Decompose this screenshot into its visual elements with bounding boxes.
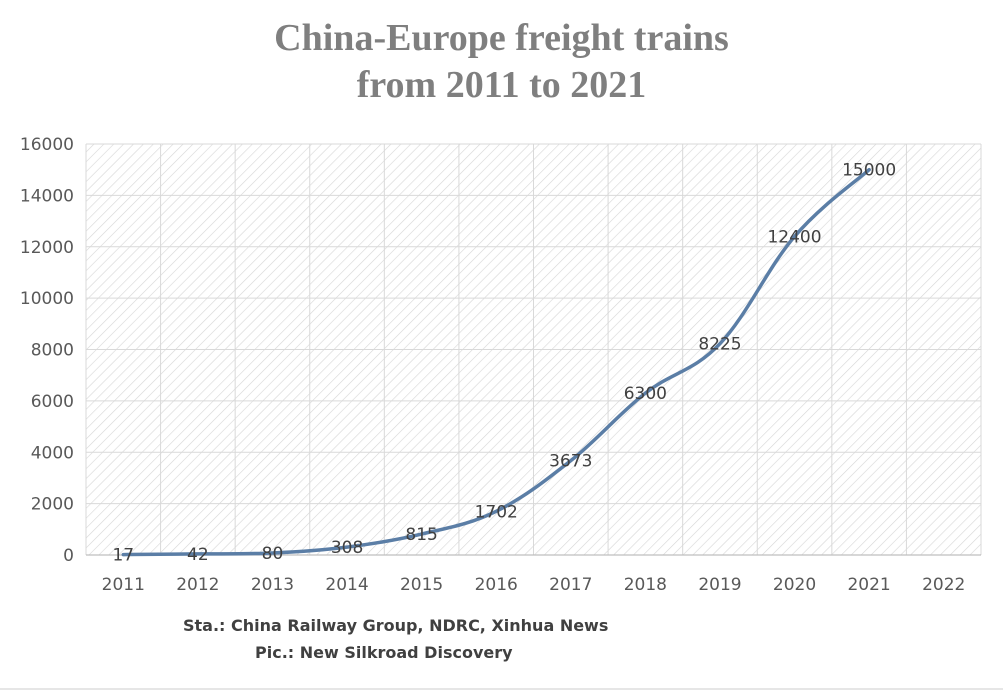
data-label: 1702 [475, 502, 518, 522]
x-tick-label: 2019 [698, 575, 741, 595]
series-line [121, 167, 871, 557]
y-tick-label: 10000 [20, 289, 74, 309]
x-tick-label: 2012 [176, 575, 219, 595]
data-label: 80 [262, 544, 284, 564]
y-tick-label: 0 [63, 546, 74, 566]
x-tick-label: 2020 [773, 575, 816, 595]
x-tick-label: 2021 [847, 575, 890, 595]
data-label: 15000 [842, 161, 896, 181]
y-tick-label: 8000 [31, 341, 74, 361]
x-tick-label: 2018 [624, 575, 667, 595]
y-tick-label: 6000 [31, 392, 74, 412]
y-tick-label: 12000 [20, 238, 74, 258]
chart-title-line-2: from 2011 to 2021 [356, 64, 647, 106]
data-label: 42 [187, 545, 209, 565]
picture-credit: Pic.: New Silkroad Discovery [255, 643, 513, 662]
data-label: 6300 [624, 384, 667, 404]
x-tick-label: 2014 [325, 575, 368, 595]
data-label: 815 [405, 525, 437, 545]
bottom-divider [0, 688, 1003, 690]
x-tick-label: 2011 [102, 575, 145, 595]
chart-title-line-1: China-Europe freight trains [274, 17, 729, 59]
y-tick-label: 14000 [20, 186, 74, 206]
data-label: 308 [331, 538, 363, 558]
x-tick-label: 2017 [549, 575, 592, 595]
x-tick-label: 2015 [400, 575, 443, 595]
data-label: 12400 [767, 227, 821, 247]
y-tick-label: 16000 [20, 135, 74, 155]
data-label: 3673 [549, 452, 592, 472]
source-credit: Sta.: China Railway Group, NDRC, Xinhua … [183, 616, 609, 635]
x-tick-label: 2022 [922, 575, 965, 595]
data-label: 17 [112, 546, 134, 566]
y-tick-label: 4000 [31, 443, 74, 463]
y-tick-label: 2000 [31, 495, 74, 515]
x-tick-label: 2013 [251, 575, 294, 595]
x-tick-label: 2016 [475, 575, 518, 595]
data-label: 8225 [698, 335, 741, 355]
